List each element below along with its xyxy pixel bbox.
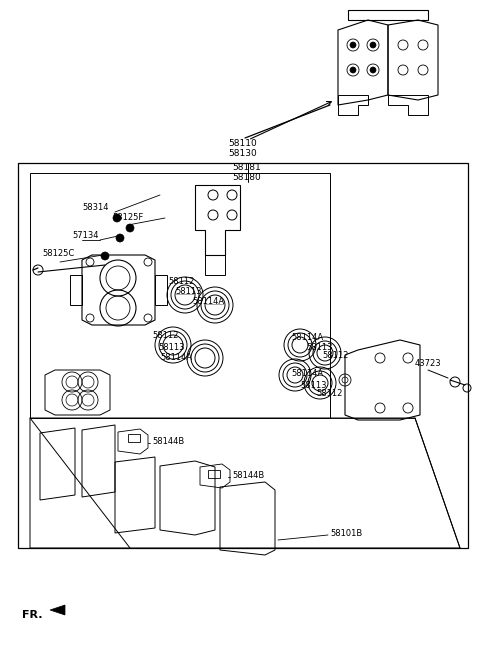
Text: 58125C: 58125C [42, 248, 74, 257]
Text: 58114A: 58114A [192, 298, 224, 307]
Text: 58114A: 58114A [291, 333, 323, 341]
Text: 58113: 58113 [158, 343, 184, 352]
Text: 58101B: 58101B [330, 528, 362, 538]
Circle shape [116, 234, 124, 242]
Text: FR.: FR. [22, 610, 43, 620]
Text: 43723: 43723 [415, 359, 442, 369]
Text: 57134: 57134 [72, 231, 98, 240]
Text: 58130: 58130 [228, 148, 257, 157]
Bar [208, 470, 220, 478]
Circle shape [101, 252, 109, 260]
Text: 58144B: 58144B [232, 471, 264, 480]
Text: 58112: 58112 [152, 330, 179, 339]
Circle shape [370, 42, 376, 48]
Text: 58113: 58113 [300, 380, 326, 389]
Text: 58113: 58113 [306, 343, 333, 352]
Text: 58112: 58112 [168, 278, 194, 287]
Text: 58114A: 58114A [291, 369, 323, 378]
Text: 58181: 58181 [232, 164, 261, 172]
Circle shape [350, 67, 356, 73]
Polygon shape [50, 605, 65, 615]
Bar [30, 173, 330, 418]
Text: 58144B: 58144B [152, 437, 184, 447]
Bar [128, 434, 140, 442]
Text: 58180: 58180 [232, 174, 261, 183]
Text: 58112: 58112 [322, 350, 348, 359]
Text: 58125F: 58125F [112, 213, 143, 222]
Text: 58114A: 58114A [160, 354, 192, 363]
Circle shape [113, 214, 121, 222]
Text: 58314: 58314 [82, 203, 108, 211]
Circle shape [370, 67, 376, 73]
Text: 58113: 58113 [175, 287, 202, 296]
Circle shape [350, 42, 356, 48]
Bar [18, 163, 468, 548]
Text: 58112: 58112 [316, 389, 342, 398]
Text: 58110: 58110 [228, 138, 257, 148]
Circle shape [126, 224, 134, 232]
